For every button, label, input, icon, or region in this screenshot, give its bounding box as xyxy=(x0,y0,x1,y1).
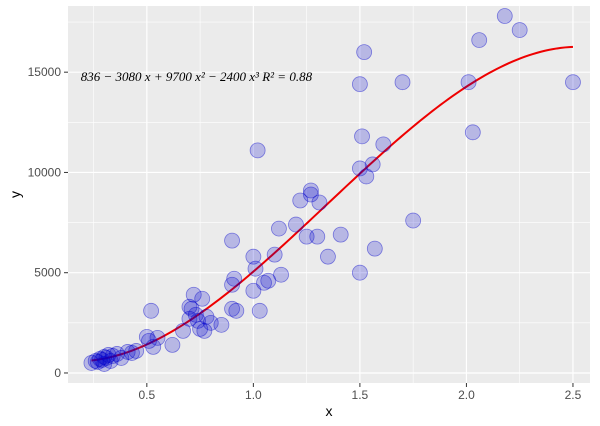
x-tick-label: 2.5 xyxy=(565,388,582,402)
data-point xyxy=(311,194,328,211)
data-point xyxy=(89,354,106,370)
data-point xyxy=(92,351,108,367)
data-point xyxy=(102,353,119,369)
data-point xyxy=(104,348,121,364)
y-axis: 0 5000 10000 15000 xyxy=(28,65,68,380)
data-point xyxy=(96,349,113,365)
data-point xyxy=(464,124,481,141)
data-point xyxy=(202,314,219,331)
data-point xyxy=(471,32,488,48)
data-point xyxy=(119,344,136,360)
data-point xyxy=(273,266,289,283)
data-point xyxy=(128,343,145,359)
y-tick-label: 10000 xyxy=(28,165,62,179)
data-point xyxy=(141,332,157,349)
data-point xyxy=(309,228,326,245)
data-point xyxy=(149,329,166,346)
data-point xyxy=(164,336,181,353)
x-tick-label: 1.5 xyxy=(352,388,369,402)
x-tick-label: 0.5 xyxy=(138,388,155,402)
data-point xyxy=(266,246,283,263)
data-point xyxy=(247,260,264,277)
data-point xyxy=(181,310,198,327)
plot-panel xyxy=(68,6,590,383)
data-point xyxy=(100,347,117,363)
data-point xyxy=(175,322,191,339)
data-point xyxy=(224,232,240,249)
data-point xyxy=(394,74,411,91)
data-point xyxy=(94,352,110,368)
data-point xyxy=(143,302,159,319)
data-point xyxy=(565,74,581,91)
data-point xyxy=(192,320,208,337)
data-point xyxy=(288,216,304,233)
data-point xyxy=(302,186,319,203)
y-tick-label: 0 xyxy=(54,366,61,380)
data-point xyxy=(198,308,215,325)
data-point xyxy=(185,286,202,303)
data-points xyxy=(83,8,581,372)
y-axis-title: y xyxy=(7,191,23,198)
data-point xyxy=(366,240,383,257)
data-point xyxy=(292,192,309,209)
data-point xyxy=(190,312,206,329)
data-point xyxy=(196,322,213,339)
data-point xyxy=(187,306,204,323)
x-tick-label: 2.0 xyxy=(458,388,475,402)
data-point xyxy=(332,226,349,243)
data-point xyxy=(194,290,211,307)
data-point xyxy=(226,270,243,287)
data-point xyxy=(251,302,268,319)
data-point xyxy=(249,142,266,159)
data-point xyxy=(351,76,368,93)
x-tick-label: 1.0 xyxy=(245,388,262,402)
fit-curve-layer xyxy=(91,45,574,362)
data-point xyxy=(96,356,113,372)
data-point xyxy=(405,212,422,229)
x-axis-title: x xyxy=(326,403,333,419)
data-point xyxy=(356,44,373,61)
data-point xyxy=(351,160,368,177)
x-axis: 0.5 1.0 1.5 2.0 2.5 xyxy=(138,383,582,402)
data-point xyxy=(138,328,155,345)
data-point xyxy=(271,220,287,237)
data-point xyxy=(460,74,477,91)
data-point xyxy=(145,339,162,355)
data-point xyxy=(228,302,245,319)
fit-curve xyxy=(91,45,574,362)
data-point xyxy=(224,276,240,293)
minor-gridlines xyxy=(68,6,590,383)
data-point xyxy=(364,156,381,173)
data-point xyxy=(83,355,100,371)
data-point xyxy=(245,248,262,265)
data-point xyxy=(351,264,368,281)
data-point xyxy=(511,22,528,38)
data-point xyxy=(375,136,392,153)
data-point xyxy=(109,346,125,362)
data-point xyxy=(358,168,375,185)
data-point xyxy=(256,274,272,291)
y-tick-label: 15000 xyxy=(28,65,62,79)
data-point xyxy=(298,228,315,245)
data-point xyxy=(320,248,336,265)
data-point xyxy=(213,316,230,333)
data-point xyxy=(302,182,319,199)
data-point xyxy=(354,128,370,145)
data-point xyxy=(98,350,115,366)
data-point xyxy=(181,298,198,315)
data-point xyxy=(113,350,130,366)
data-point xyxy=(87,353,104,369)
major-gridlines xyxy=(68,6,590,383)
data-point xyxy=(183,300,200,317)
data-point xyxy=(124,345,140,361)
data-point xyxy=(245,282,262,299)
data-point xyxy=(260,272,277,289)
fit-equation-annotation: 836 − 3080 x + 9700 x² − 2400 x³ R² = 0.… xyxy=(81,69,313,84)
data-point xyxy=(496,8,513,24)
data-point xyxy=(224,300,240,317)
y-tick-label: 5000 xyxy=(34,266,61,280)
